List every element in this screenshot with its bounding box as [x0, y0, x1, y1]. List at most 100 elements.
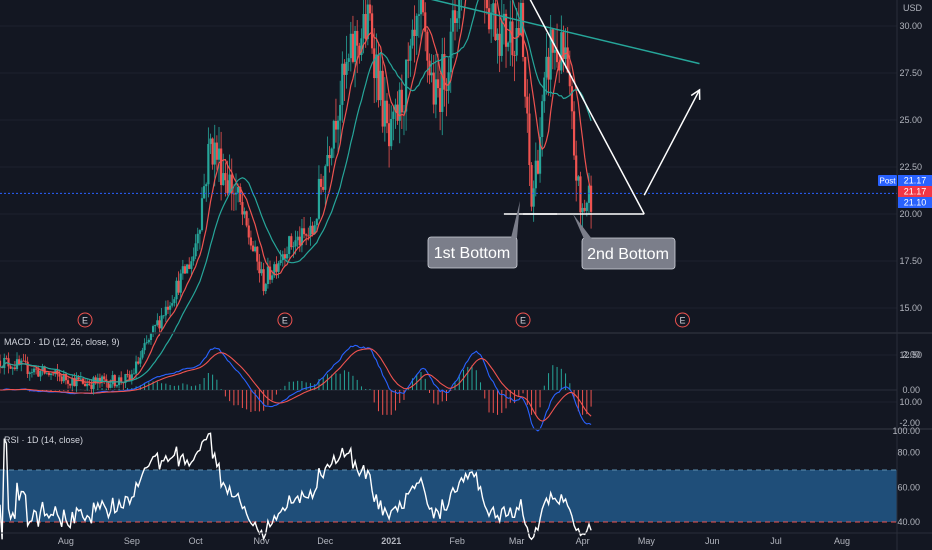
candle-body — [500, 20, 503, 56]
candle-body — [237, 186, 240, 193]
candle-body — [132, 373, 136, 375]
candle-body — [377, 54, 380, 101]
earnings-marker[interactable] — [515, 312, 531, 328]
time-axis[interactable]: Aug Sep Oct Nov Dec 2021 Feb Mar Apr May Jun Jul Aug — [58, 536, 850, 546]
earnings-marker[interactable] — [675, 312, 691, 328]
candle-body — [205, 184, 208, 187]
candle-body — [449, 31, 452, 73]
candle-body — [309, 225, 312, 237]
rsi-tick-label: 60.00 — [897, 482, 920, 492]
candle-body — [213, 142, 216, 165]
arrow-shaft — [643, 89, 701, 196]
candle-body — [515, 27, 518, 56]
time-tick-label: Mar — [509, 536, 525, 546]
price-tick-label: 20.00 — [899, 209, 922, 219]
candle-body — [572, 111, 576, 156]
candle-body — [341, 63, 344, 105]
first-bottom-pointer — [511, 201, 520, 238]
candle-body — [513, 55, 516, 56]
second-bottom-callout[interactable]: 2nd Bottom — [573, 214, 676, 270]
candle-body — [49, 373, 53, 376]
candle-body — [143, 343, 146, 351]
candle-body — [445, 89, 448, 91]
candle-body — [160, 315, 163, 329]
candle-body — [585, 202, 588, 211]
candle-body — [494, 3, 497, 41]
candle-body — [381, 70, 384, 127]
candle-body — [220, 148, 223, 186]
candle-body — [96, 377, 99, 383]
candle-body — [249, 237, 252, 246]
price-axis[interactable]: 40.0037.5035.0032.5030.0027.5025.0022.50… — [899, 0, 922, 407]
candle-body — [147, 340, 150, 343]
candle-body — [190, 261, 193, 269]
trendline-1[interactable] — [476, 0, 645, 215]
candle-body — [107, 381, 110, 388]
time-tick-label: Sep — [124, 536, 140, 546]
candle-body — [207, 143, 210, 185]
earnings-marker[interactable] — [77, 312, 93, 328]
candle-body — [179, 273, 182, 293]
rsi-band — [0, 470, 897, 522]
candle-body — [266, 266, 269, 285]
candle-body — [519, 2, 523, 35]
candle-body — [7, 358, 10, 367]
trendline-0[interactable] — [370, 0, 700, 65]
candle-body — [230, 174, 233, 194]
earnings-marker[interactable] — [277, 312, 293, 328]
candle-body — [328, 155, 331, 159]
candle-body — [115, 385, 119, 387]
candle-body — [364, 14, 367, 40]
candle-body — [517, 27, 520, 35]
candle-body — [71, 378, 74, 386]
candle-body — [581, 207, 584, 213]
candle-body — [273, 264, 276, 276]
candle-body — [356, 30, 359, 46]
candle-body — [196, 233, 199, 244]
trendlines[interactable] — [370, 0, 700, 215]
candle-body — [198, 230, 201, 234]
rsi-panel — [0, 432, 897, 542]
candle-body — [549, 29, 552, 80]
candle-body — [222, 173, 225, 186]
macd-histogram — [3, 365, 592, 415]
candle-body — [181, 266, 184, 274]
candle-body — [5, 357, 8, 359]
candle-body — [336, 120, 340, 130]
price-tick-label: 15.00 — [899, 303, 922, 313]
candle-body — [443, 54, 446, 90]
candle-body — [568, 72, 571, 87]
candle-body — [424, 12, 427, 32]
macd-title: MACD · 1D (12, 26, close, 9) — [4, 337, 120, 347]
second-bottom-pointer — [573, 214, 592, 239]
candle-body — [532, 188, 535, 207]
candle-body — [254, 246, 257, 252]
time-tick-label: Aug — [834, 536, 850, 546]
candle-body — [447, 72, 450, 91]
first-bottom-callout[interactable]: 1st Bottom — [427, 201, 520, 269]
candle-body — [217, 148, 221, 160]
target-arrow[interactable] — [643, 88, 701, 196]
candle-body — [22, 360, 25, 362]
candle-body — [300, 228, 304, 246]
price-badge-label: 21.17 — [904, 187, 927, 197]
candle-body — [366, 4, 369, 40]
candle-body — [485, 0, 488, 9]
candle-body — [383, 100, 386, 127]
price-badge-label: 21.17 — [904, 176, 927, 186]
candle-body — [575, 155, 578, 181]
candle-body — [422, 0, 425, 13]
candle-body — [451, 10, 454, 32]
candle-body — [103, 376, 106, 380]
candle-body — [177, 280, 180, 293]
candle-body — [258, 261, 261, 274]
candle-body — [305, 234, 308, 236]
rsi-tick-label: 40.00 — [897, 517, 920, 527]
candle-body — [26, 361, 29, 374]
candle-body — [13, 367, 16, 369]
candle-body — [334, 120, 338, 130]
price-tick-label: 10.00 — [899, 397, 922, 407]
